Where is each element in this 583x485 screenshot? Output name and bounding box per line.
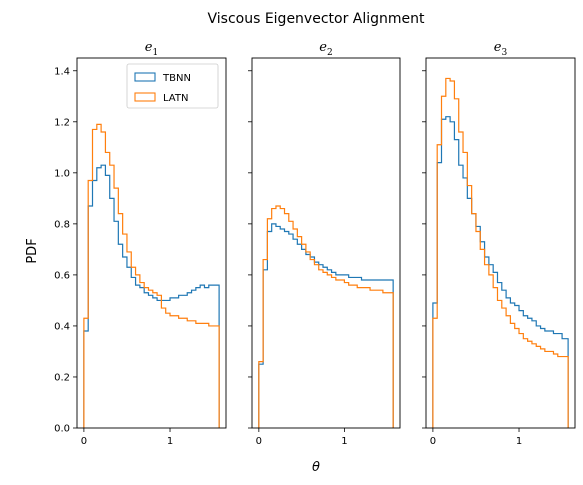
- legend-swatch-tbnn: [134, 72, 156, 82]
- figure-title: Viscous Eigenvector Alignment: [207, 11, 425, 27]
- series-tbnn-line: [83, 164, 220, 428]
- x-tick-label: 1: [167, 436, 173, 447]
- series-latn-line: [258, 205, 394, 428]
- x-tick-label: 1: [341, 436, 347, 447]
- subplot-e3: e3 0 1: [422, 40, 576, 447]
- y-tick-label: 0.0: [54, 424, 70, 435]
- panel-title: e2: [319, 40, 332, 58]
- axes-frame: [425, 57, 576, 429]
- y-tick-label: 0.6: [54, 270, 70, 281]
- subplot-e2: e2 0 1: [248, 40, 401, 447]
- subplot-e1: e1 0 1 0.0 0.2 0.4 0.6 0.8 1.0 1.2 1.4 TBNN LATN: [54, 40, 227, 447]
- axes-frame: [251, 57, 401, 429]
- y-tick-label: 1.4: [54, 66, 70, 77]
- axes-frame: [76, 57, 227, 429]
- legend-box: [126, 63, 219, 109]
- series-latn-line: [83, 123, 220, 428]
- series-latn-line: [432, 77, 569, 428]
- y-tick-label: 0.8: [54, 219, 70, 230]
- x-tick-label: 1: [516, 436, 522, 447]
- y-tick-label: 0.2: [54, 372, 70, 383]
- x-axis-label: θ: [312, 460, 320, 475]
- x-tick-label: 0: [430, 436, 436, 447]
- y-tick-label: 1.0: [54, 168, 70, 179]
- x-tick-label: 0: [81, 436, 87, 447]
- panel-title: e3: [494, 40, 508, 58]
- panel-title: e1: [145, 40, 158, 58]
- y-tick-label: 1.2: [54, 117, 70, 128]
- series-tbnn-line: [432, 116, 569, 428]
- y-tick-label: 0.4: [54, 321, 70, 332]
- x-tick-label: 0: [256, 436, 262, 447]
- legend-label-tbnn: TBNN: [162, 73, 191, 84]
- legend: TBNN LATN: [126, 63, 219, 109]
- legend-label-latn: LATN: [163, 93, 188, 104]
- series-tbnn-line: [258, 223, 394, 428]
- legend-swatch-latn: [134, 92, 156, 102]
- y-axis-label: PDF: [25, 238, 40, 263]
